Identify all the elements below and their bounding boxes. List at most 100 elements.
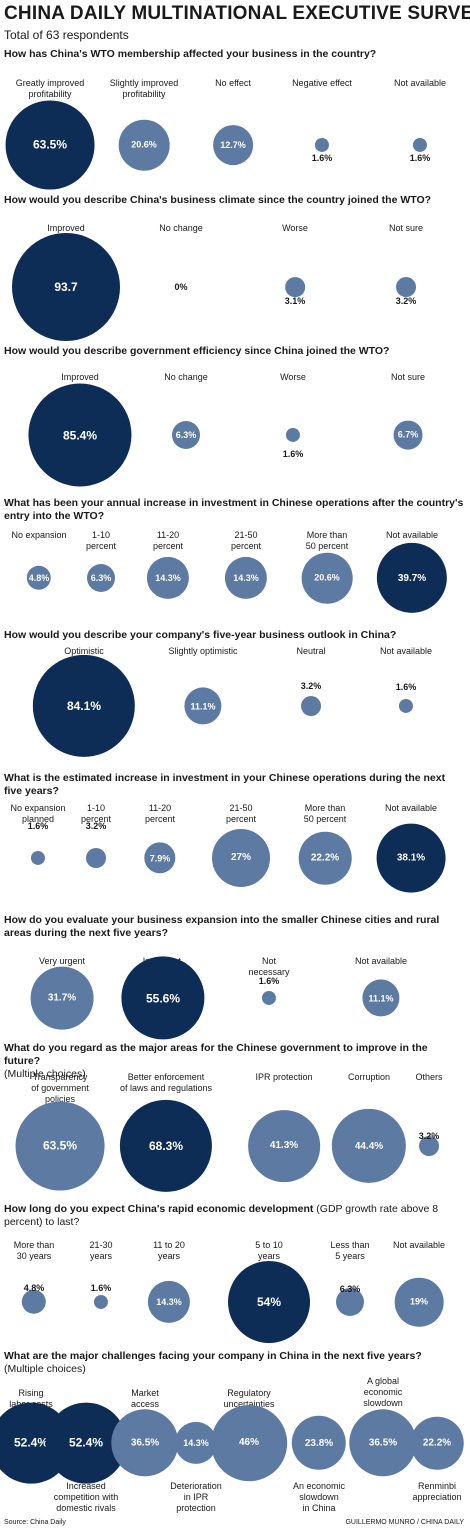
option-label: Not available: [393, 78, 447, 88]
question-5: How would you describe your company's fi…: [4, 629, 466, 642]
option-label: Improved: [47, 223, 85, 233]
value-label: 3.2%: [418, 1131, 440, 1141]
bubble-mark: [261, 990, 277, 1006]
bubble-mark: 36.5%: [111, 1409, 179, 1477]
option-label: Increased competition with domestic riva…: [53, 1481, 119, 1513]
option-label: 1-10 percent: [85, 530, 117, 551]
option-label: More than 30 years: [13, 1240, 55, 1261]
bubble-mark: 38.1%: [376, 823, 446, 893]
question-text: What are the major challenges facing you…: [4, 1350, 422, 1362]
option-label: Regulatory uncertainties: [223, 1388, 275, 1409]
bubble-mark: 22.2%: [410, 1416, 464, 1470]
bubble-mark: 84.1%: [32, 654, 136, 758]
option-label: Neutral: [296, 646, 326, 656]
option-label: More than 50 percent: [305, 530, 349, 551]
question-9: How long do you expect China's rapid eco…: [4, 1203, 466, 1229]
value-label: 1.6%: [311, 153, 333, 163]
option-label: Not available: [354, 956, 408, 966]
bubble-mark: 6.7%: [393, 420, 423, 450]
option-label: Not available: [385, 530, 439, 540]
option-label: No change: [164, 372, 208, 382]
bubble-mark: 68.3%: [119, 1099, 213, 1193]
bubble-mark: 4.8%: [26, 565, 52, 591]
bubble-mark: [285, 427, 301, 443]
value-label: 6.3%: [339, 1284, 361, 1294]
option-label: No effect: [215, 78, 251, 88]
bubble-mark: 11.1%: [362, 979, 400, 1017]
option-label: 5 to 10 years: [255, 1240, 283, 1261]
question-text: How would you describe China's business …: [4, 194, 432, 206]
bubble-mark: [336, 1288, 364, 1316]
option-label: Worse: [282, 223, 308, 233]
option-label: Transparency of government policies: [31, 1072, 89, 1104]
option-label: Not necessary: [248, 956, 290, 977]
option-label: Slightly improved profitability: [109, 78, 179, 99]
question-note: (Multiple choices): [4, 1068, 86, 1080]
question-2: How would you describe China's business …: [4, 194, 466, 207]
bubble-mark: [21, 1289, 47, 1315]
bubble-mark: 20.6%: [301, 552, 353, 604]
option-label: Optimistic: [64, 646, 104, 656]
option-label: 21-50 percent: [230, 530, 262, 551]
bubble-mark: 46%: [211, 1405, 287, 1481]
bubble-mark: 36.5%: [349, 1409, 417, 1477]
value-label: 3.2%: [395, 296, 417, 306]
bubble-mark: [30, 850, 46, 866]
bubble-mark: [86, 848, 106, 868]
bubble-mark: 55.6%: [121, 956, 205, 1040]
bubble-mark: 63.5%: [5, 100, 95, 190]
bubble-mark: 63.5%: [15, 1101, 105, 1191]
question-text: How do you evaluate your business expans…: [4, 914, 440, 939]
option-label: Not available: [384, 803, 438, 813]
value-label: 1.6%: [409, 153, 431, 163]
question-text: How would you describe government effici…: [4, 345, 390, 357]
question-4: What has been your annual increase in in…: [4, 497, 466, 523]
value-label: 1.6%: [258, 976, 280, 986]
option-label: Deterioration in IPR protection: [170, 1481, 222, 1513]
option-label: Renminbi appreciation: [412, 1481, 462, 1502]
bubble-mark: [314, 137, 330, 153]
bubble-mark: [419, 1136, 439, 1156]
bubble-mark: 22.2%: [298, 831, 352, 885]
bubble-mark: [285, 277, 305, 297]
option-label: Improved: [61, 372, 99, 382]
value-label: 0%: [174, 282, 188, 292]
question-3: How would you describe government effici…: [4, 345, 466, 358]
bubble-mark: 14.3%: [146, 556, 190, 600]
option-label: 11-20 percent: [152, 530, 184, 551]
option-label: Corruption: [347, 1072, 391, 1082]
credit-note: GUILLERMO MUNRO / CHINA DAILY: [345, 1519, 464, 1526]
option-label: 1-10 percent: [80, 803, 112, 824]
question-note: (GDP growth rate above 8 percent) to las…: [4, 1203, 439, 1228]
option-label: Not available: [392, 1240, 446, 1250]
option-label: Worse: [280, 372, 306, 382]
option-label: Better enforcement of laws and regulatio…: [119, 1072, 213, 1093]
option-label: No expansion planned: [10, 803, 66, 824]
option-label: Negative effect: [292, 78, 352, 88]
bubble-mark: 14.3%: [147, 1280, 191, 1324]
option-label: IPR protection: [255, 1072, 313, 1082]
bubble-mark: 6.3%: [87, 564, 115, 592]
bubble-mark: 12.7%: [213, 125, 253, 165]
option-label: Less than 5 years: [330, 1240, 370, 1261]
bubble-mark: 31.7%: [30, 966, 94, 1030]
option-label: Very urgent: [38, 956, 86, 966]
value-label: 1.6%: [90, 1283, 112, 1293]
value-label: 4.8%: [23, 1283, 45, 1293]
question-8: What do you regard as the major areas fo…: [4, 1042, 466, 1081]
question-7: How do you evaluate your business expans…: [4, 914, 466, 940]
option-label: Slightly optimistic: [168, 646, 238, 656]
bubble-mark: 39.7%: [376, 542, 448, 614]
question-note: (Multiple choices): [4, 1363, 86, 1375]
option-label: 21-30 years: [89, 1240, 113, 1261]
option-label: Not sure: [388, 223, 423, 233]
option-label: An economic slowdown in China: [292, 1481, 346, 1513]
option-label: Not available: [379, 646, 433, 656]
option-label: A global economic slowdown: [363, 1376, 403, 1408]
bubble-mark: 14.3%: [224, 556, 268, 600]
bubble-mark: 41.3%: [248, 1110, 320, 1182]
source-note: Source: China Daily: [4, 1519, 66, 1526]
question-1: How has China's WTO membership affected …: [4, 48, 466, 61]
page-title: CHINA DAILY MULTINATIONAL EXECUTIVE SURV…: [4, 3, 470, 24]
bubble-mark: [301, 696, 321, 716]
